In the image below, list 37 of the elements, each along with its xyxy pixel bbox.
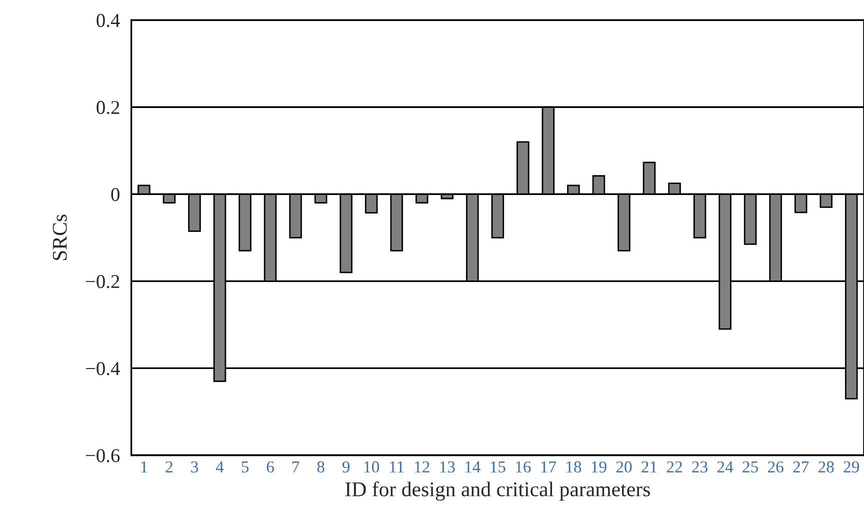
y-axis-title: SRCs	[52, 214, 67, 260]
x-tick-label: 17	[541, 461, 556, 472]
x-tick-label: 24	[717, 461, 734, 472]
x-tick-label: 18	[566, 461, 582, 473]
y-tick-label: 0.4	[96, 14, 120, 28]
x-tick-label: 19	[592, 461, 606, 473]
x-tick-label: 2	[166, 461, 172, 472]
x-tick-label: 1	[141, 461, 148, 472]
x-tick-label: 8	[317, 461, 324, 473]
x-tick-label: 10	[364, 461, 380, 473]
x-axis-title: ID for design and critical parameters	[345, 481, 650, 501]
y-tick-label: 0.2	[96, 100, 120, 114]
x-tick-label: 13	[440, 461, 455, 473]
x-tick-label: 5	[242, 461, 249, 473]
x-tick-label: 12	[415, 461, 430, 472]
x-tick-label: 14	[466, 461, 480, 472]
y-tick-label: −0.2	[86, 275, 120, 288]
x-tick-label: 23	[692, 461, 708, 473]
y-tick-label: 0	[111, 188, 120, 202]
y-tick-label: −0.6	[86, 449, 120, 462]
x-tick-label: 3	[191, 461, 198, 473]
x-tick-label: 7	[292, 461, 300, 472]
x-tick-label: 21	[642, 461, 657, 472]
x-tick-label: 6	[266, 461, 274, 473]
x-tick-label: 15	[490, 461, 506, 473]
x-tick-label: 22	[666, 461, 682, 472]
x-tick-label: 26	[768, 461, 784, 473]
x-tick-label: 28	[818, 461, 834, 473]
x-tick-label: 16	[516, 461, 531, 473]
x-tick-label: 20	[616, 461, 632, 473]
y-tick-label: −0.4	[86, 362, 120, 376]
x-tick-label: 4	[216, 461, 224, 472]
x-tick-label: 27	[793, 461, 809, 472]
x-tick-label: 25	[742, 461, 758, 473]
x-tick-label: 11	[390, 461, 404, 472]
x-tick-label: 29	[844, 461, 860, 473]
x-tick-label: 9	[342, 461, 350, 473]
